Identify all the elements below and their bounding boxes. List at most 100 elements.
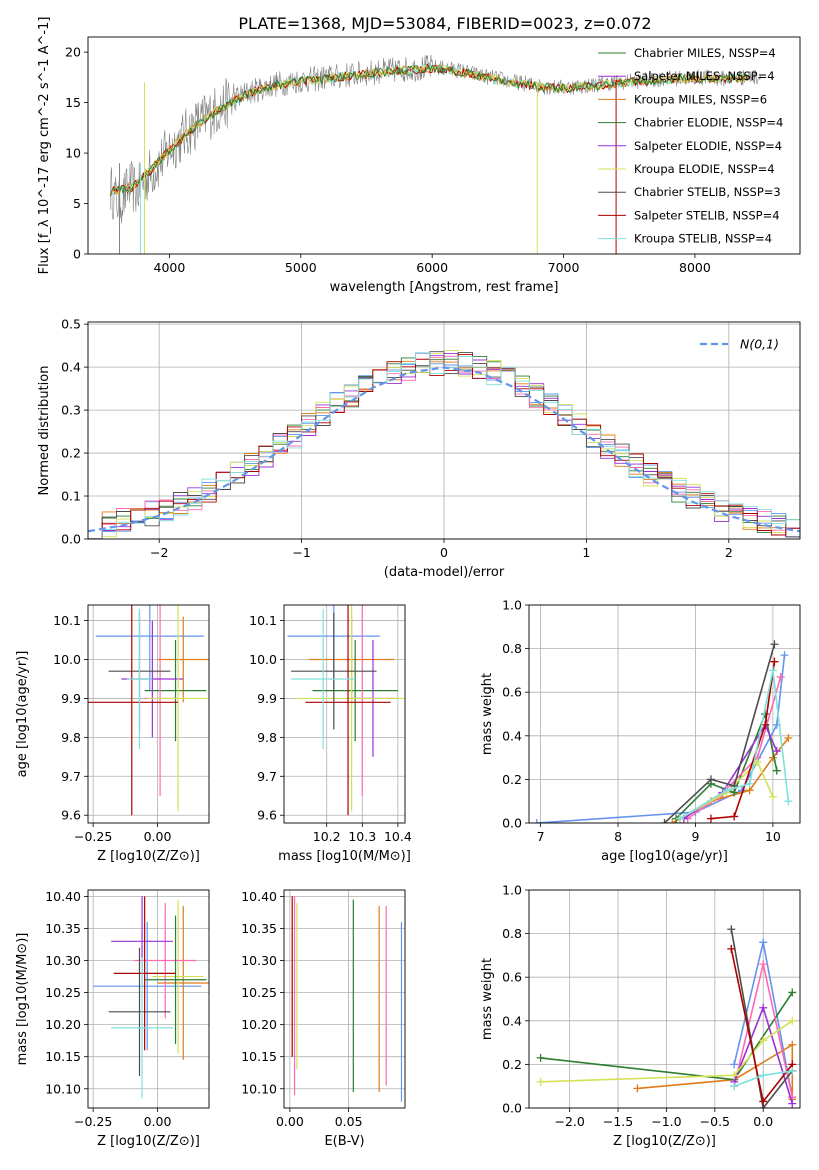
y-tick-label: 10.1 (249, 613, 277, 628)
y-tick-label: 10.20 (241, 1017, 277, 1032)
legend-entry: Salpeter STELIB, NSSP=4 (634, 208, 780, 222)
y-tick-label: 10.20 (45, 1017, 81, 1032)
y-tick-label: 9.7 (257, 769, 277, 784)
legend-entry: N(0,1) (740, 337, 779, 352)
legend-entry: Salpeter MILES, NSSP=4 (634, 69, 775, 83)
weight-marker (727, 925, 736, 934)
model-spectrum-line (109, 64, 748, 197)
weight-marker (788, 1016, 797, 1025)
model-spectrum-line (109, 64, 748, 197)
weight-marker (759, 1003, 768, 1012)
x-tick-label: 7000 (548, 260, 580, 275)
y-tick-label: 10.40 (45, 889, 81, 904)
x-tick-label: 7 (537, 829, 545, 844)
y-tick-label: 0.2 (502, 1057, 522, 1072)
y-tick-label: 10.40 (241, 889, 277, 904)
x-axis-label: Z [log10(Z/Z⊙)] (613, 1134, 716, 1149)
x-tick-label: 0.0 (753, 1114, 773, 1129)
weight-marker (722, 786, 731, 795)
weight-marker (668, 819, 677, 823)
x-tick-label: 9 (691, 829, 699, 844)
weight-marker (768, 666, 777, 675)
weight-line (540, 1020, 793, 1083)
weight-vs-age-frame (528, 604, 801, 824)
legend-entry: Chabrier MILES, NSSP=4 (634, 46, 776, 60)
y-tick-label: 0.2 (502, 772, 522, 787)
residual-histogram (88, 353, 800, 539)
weight-line (730, 929, 793, 1108)
weight-marker (759, 1071, 768, 1080)
weight-line (687, 676, 782, 820)
x-tick-label: −1.0 (651, 1114, 681, 1129)
y-tick-label: 10.10 (241, 1081, 277, 1096)
x-tick-label: −0.25 (74, 1114, 112, 1129)
y-tick-label: 9.6 (257, 808, 277, 823)
weight-marker (759, 938, 768, 947)
age-vs-mass-plot (287, 605, 405, 816)
weight-marker (536, 1053, 545, 1062)
x-tick-label: 2 (725, 545, 733, 560)
y-tick-label: 9.9 (61, 691, 81, 706)
weight-marker (706, 814, 715, 823)
y-tick-label: 0.5 (61, 317, 81, 332)
weight-marker (706, 775, 715, 784)
y-tick-label: 9.9 (257, 691, 277, 706)
weight-marker (788, 1066, 797, 1075)
y-tick-label: 9.8 (257, 730, 277, 745)
x-axis-label: (data-model)/error (384, 565, 505, 580)
x-axis-label: E(B-V) (324, 1134, 364, 1149)
residuals-plot (88, 350, 800, 539)
y-tick-label: 9.7 (61, 769, 81, 784)
x-axis-label: wavelength [Angstrom, rest frame] (330, 280, 559, 295)
legend-entry: Salpeter ELODIE, NSSP=4 (634, 139, 782, 153)
weight-vs-age-plot (532, 640, 793, 823)
weight-marker (730, 1082, 739, 1091)
weight-marker (633, 1084, 642, 1093)
weight-vs-age-axes: 7 8 9 10 0.0 0.2 0.4 0.6 0.8 1.0 age [log10(age/yr… (480, 598, 801, 864)
x-tick-label: 10 (765, 829, 781, 844)
x-tick-label: −0.25 (74, 829, 112, 844)
y-tick-label: 10.1 (53, 613, 81, 628)
y-tick-label: 5 (73, 196, 81, 211)
model-spectrum-line (109, 65, 748, 197)
x-tick-label: −1.5 (603, 1114, 633, 1129)
y-tick-label: 10 (65, 146, 81, 161)
y-axis-label: mass [log10(M/M⊙)] (15, 933, 30, 1066)
age-vs-z-plot (88, 605, 209, 816)
x-tick-label: 0.00 (144, 1114, 172, 1129)
y-axis-label: mass weight (480, 673, 495, 755)
x-axis-label: Z [log10(Z/Z⊙)] (97, 1134, 200, 1149)
x-tick-label: 1 (582, 545, 590, 560)
y-tick-label: 0.0 (502, 1101, 522, 1116)
y-tick-label: 10.30 (45, 953, 81, 968)
weight-line (710, 661, 776, 820)
weight-line (679, 761, 774, 820)
y-tick-label: 0.8 (502, 926, 522, 941)
y-tick-label: 10.35 (45, 921, 81, 936)
weight-marker (770, 640, 779, 649)
y-axis-label: age [log10(age/yr)] (15, 651, 30, 778)
weight-marker (788, 1040, 797, 1049)
legend-entry: Kroupa STELIB, NSSP=4 (634, 232, 772, 246)
weight-marker (745, 779, 754, 788)
y-axis-label: Flux [f_λ 10^-17 erg cm^-2 s^-1 A^-1] (37, 17, 52, 275)
x-tick-label: 0 (440, 545, 448, 560)
y-tick-label: 10.35 (241, 921, 277, 936)
weight-marker (730, 1071, 739, 1080)
y-tick-label: 10.10 (45, 1081, 81, 1096)
x-tick-label: 5000 (285, 260, 317, 275)
residual-histogram (88, 352, 800, 539)
y-tick-label: 10.25 (45, 985, 81, 1000)
weight-marker (772, 766, 781, 775)
age-vs-z-frame (87, 604, 210, 824)
y-tick-label: 20 (65, 45, 81, 60)
x-tick-label: −2.0 (554, 1114, 584, 1129)
y-tick-label: 9.6 (61, 808, 81, 823)
weight-marker (730, 812, 739, 821)
weight-marker (759, 960, 768, 969)
age-vs-z-axes: −0.25 0.00 9.6 9.7 9.8 9.9 10.0 10.1 Z [log10(Z/… (15, 604, 210, 864)
normal-curve (88, 366, 800, 533)
x-tick-label: 4000 (154, 260, 186, 275)
mass-vs-z-axes: −0.25 0.00 10.10 10.15 10.20 10.25 10.30 10.35 1… (15, 889, 210, 1149)
